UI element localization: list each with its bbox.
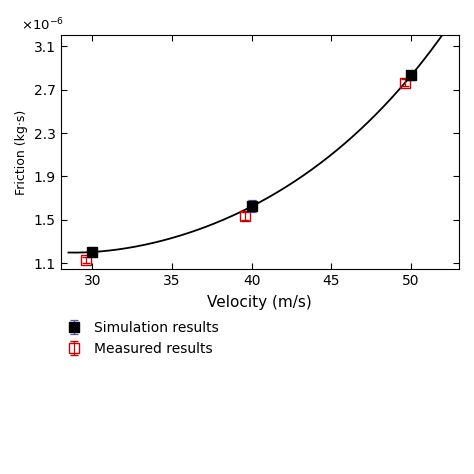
Text: $\times10^{-6}$: $\times10^{-6}$ <box>21 16 64 33</box>
X-axis label: Velocity (m/s): Velocity (m/s) <box>208 295 312 310</box>
Legend: Simulation results, Measured results: Simulation results, Measured results <box>61 316 224 362</box>
Y-axis label: Friction (kg·s): Friction (kg·s) <box>15 109 28 195</box>
